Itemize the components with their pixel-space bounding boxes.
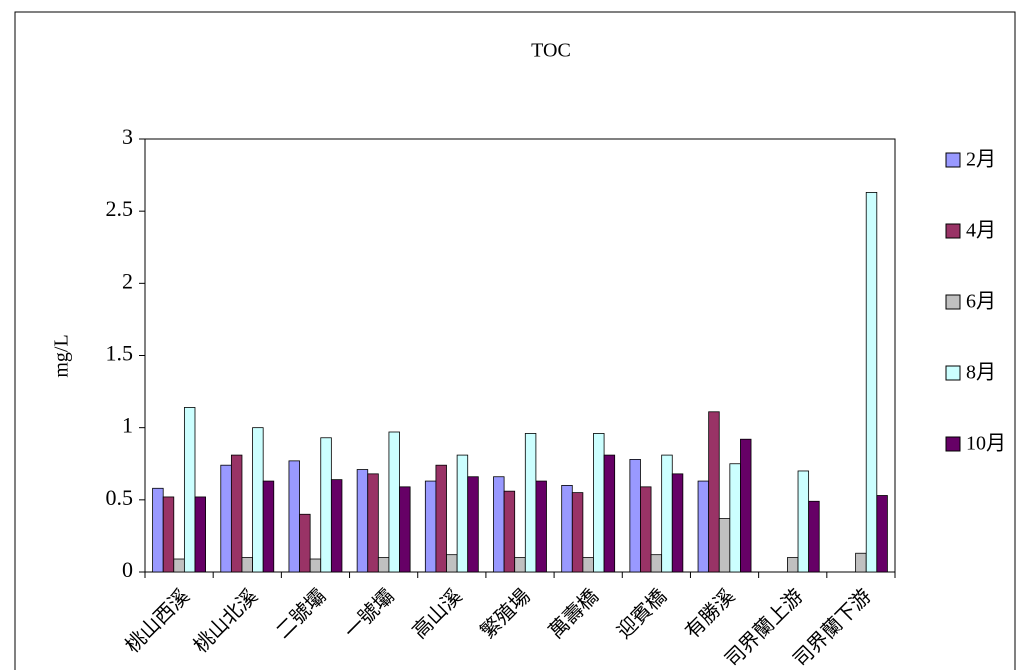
bar <box>718 518 731 573</box>
bar <box>514 557 526 573</box>
x-tick-label: 萬壽橋 <box>544 585 603 644</box>
legend-swatch <box>945 294 961 310</box>
bar <box>671 473 684 573</box>
bar <box>640 486 652 573</box>
x-tick-label: 高山溪 <box>408 585 467 644</box>
chart-border <box>14 11 1016 670</box>
x-tick-label: 桃山西溪 <box>121 585 194 658</box>
bar <box>152 487 164 573</box>
bar <box>855 552 867 573</box>
legend-swatch <box>945 436 961 452</box>
bar <box>183 407 196 573</box>
bar <box>173 558 185 573</box>
bar <box>446 554 458 573</box>
bar <box>467 476 479 573</box>
legend-swatch <box>945 152 961 168</box>
bar <box>367 473 379 573</box>
x-tick-label: 迎賓橋 <box>612 585 671 644</box>
bar <box>876 495 888 573</box>
y-axis-label: mg/L <box>51 334 73 377</box>
bar <box>865 192 878 573</box>
legend-label: 4月 <box>966 220 996 242</box>
y-tick-label: 2.5 <box>106 196 134 221</box>
bar <box>356 469 369 573</box>
bar <box>787 557 799 573</box>
bar <box>493 476 505 573</box>
legend-swatch <box>945 223 961 239</box>
bar <box>299 513 311 573</box>
bar <box>320 437 332 573</box>
bar <box>603 454 616 573</box>
y-tick-label: 1 <box>122 413 133 438</box>
bar <box>194 496 206 573</box>
bar <box>435 464 447 573</box>
bar <box>740 438 752 573</box>
bar <box>230 454 243 573</box>
x-tick-label: 繁殖場 <box>476 585 535 644</box>
y-tick-label: 2 <box>122 268 133 293</box>
legend-label: 10月 <box>966 433 1006 455</box>
x-tick-label: 有勝溪 <box>681 585 740 644</box>
bar <box>162 496 175 573</box>
bar <box>424 480 437 573</box>
bar <box>399 486 411 573</box>
legend-label: 8月 <box>966 362 996 384</box>
y-tick-label: 1.5 <box>106 341 134 366</box>
x-tick-label: 一號壩 <box>340 585 399 644</box>
y-tick-label: 0 <box>122 557 133 582</box>
bar <box>797 470 810 573</box>
bar <box>629 459 641 573</box>
x-tick-label: 二號壩 <box>272 585 331 644</box>
legend-label: 6月 <box>966 291 996 313</box>
bar <box>708 411 720 573</box>
bar <box>524 433 537 573</box>
bar <box>561 484 573 573</box>
y-tick-label: 3 <box>122 124 133 149</box>
bar <box>582 557 594 573</box>
bar <box>388 431 400 573</box>
bar <box>220 464 232 573</box>
bar <box>377 557 390 573</box>
bar <box>330 479 343 573</box>
legend-swatch <box>945 365 961 381</box>
bar <box>729 463 741 573</box>
bar <box>262 480 275 573</box>
bar <box>697 480 710 573</box>
bar <box>650 554 663 573</box>
bar <box>661 454 673 573</box>
bar <box>288 460 300 573</box>
bar <box>571 492 584 573</box>
bar <box>808 500 820 573</box>
bar <box>309 558 322 573</box>
bar <box>252 427 264 573</box>
bar <box>241 557 253 573</box>
bar <box>456 454 469 573</box>
bar <box>535 480 547 573</box>
bar <box>503 490 516 573</box>
y-tick-label: 0.5 <box>106 485 134 510</box>
bar <box>593 433 605 573</box>
x-tick-label: 桃山北溪 <box>189 585 262 658</box>
chart-title: TOC <box>531 40 571 62</box>
legend-label: 2月 <box>966 149 996 171</box>
